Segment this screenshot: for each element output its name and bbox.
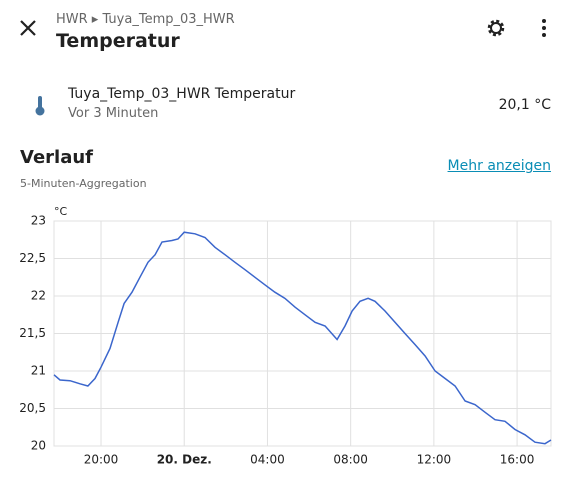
breadcrumb-item[interactable]: HWR bbox=[56, 12, 88, 27]
y-unit: °C bbox=[54, 205, 68, 218]
settings-button[interactable] bbox=[485, 17, 507, 39]
x-tick-label: 16:00 bbox=[500, 453, 535, 467]
entity-name: Tuya_Temp_03_HWR Temperatur bbox=[68, 86, 296, 102]
y-tick-label: 21 bbox=[31, 364, 46, 378]
y-tick-label: 22 bbox=[31, 289, 46, 303]
section-title: Verlauf bbox=[20, 147, 93, 168]
line-series bbox=[53, 231, 552, 445]
section-subtitle: 5-Minuten-Aggregation bbox=[20, 177, 147, 190]
menu-button[interactable] bbox=[534, 17, 554, 39]
y-tick-label: 23 bbox=[31, 214, 46, 228]
y-tick-label: 21,5 bbox=[19, 326, 46, 340]
y-tick-label: 20 bbox=[31, 439, 46, 453]
y-tick-label: 20,5 bbox=[19, 401, 46, 415]
x-tick-label: 12:00 bbox=[417, 453, 452, 467]
close-button[interactable] bbox=[18, 18, 38, 38]
x-tick-label: 20. Dez. bbox=[157, 453, 212, 467]
y-tick-label: 22,5 bbox=[19, 251, 46, 265]
more-link[interactable]: Mehr anzeigen bbox=[447, 158, 551, 174]
thermometer-icon bbox=[35, 96, 45, 116]
entity-time: Vor 3 Minuten bbox=[68, 106, 159, 121]
x-tick-label: 20:00 bbox=[84, 453, 119, 467]
breadcrumb: HWR ▸ Tuya_Temp_03_HWR bbox=[56, 12, 235, 27]
breadcrumb-item: Tuya_Temp_03_HWR bbox=[102, 12, 235, 27]
dialog-title: Temperatur bbox=[56, 30, 180, 52]
x-tick-label: 08:00 bbox=[333, 453, 368, 467]
x-tick-label: 04:00 bbox=[250, 453, 285, 467]
entity-state: 20,1 °C bbox=[498, 97, 551, 113]
